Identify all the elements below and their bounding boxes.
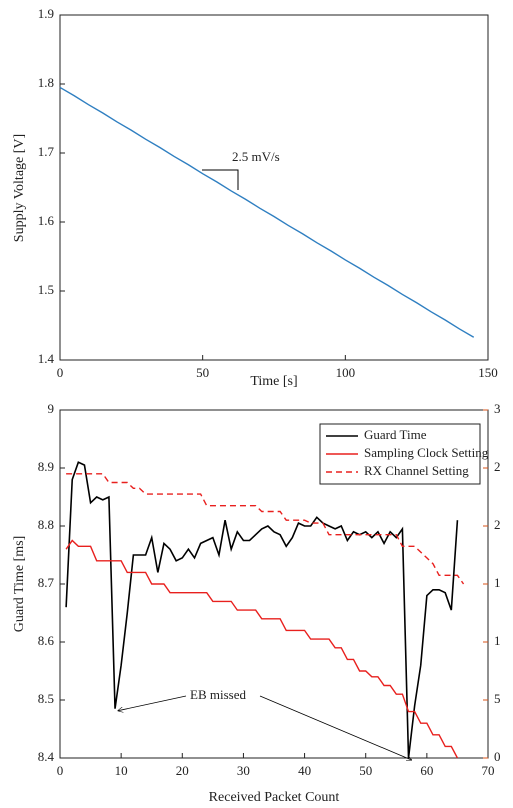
annotation: 2.5 mV/s bbox=[232, 149, 280, 164]
y-tick-label: 8.4 bbox=[38, 749, 55, 764]
x-tick-label: 70 bbox=[482, 763, 495, 778]
series-line bbox=[65, 539, 459, 759]
x-tick-label: 20 bbox=[176, 763, 189, 778]
annotation: EB missed bbox=[190, 687, 246, 702]
y2-tick-label: 1 bbox=[494, 575, 501, 590]
y-tick-label: 8.8 bbox=[38, 517, 54, 532]
series-line bbox=[66, 473, 465, 585]
plot-frame bbox=[59, 14, 489, 361]
y2-tick-label: 2 bbox=[494, 517, 501, 532]
x-axis-label: Received Packet Count bbox=[209, 790, 340, 805]
y2-tick-label: 0 bbox=[494, 749, 501, 764]
slope-marker bbox=[202, 169, 239, 190]
legend-label: Sampling Clock Setting bbox=[364, 445, 489, 460]
y-tick-label: 1.4 bbox=[38, 351, 55, 366]
y-tick-label: 8.5 bbox=[38, 691, 54, 706]
y2-tick-label: 1 bbox=[494, 633, 501, 648]
y-tick-label: 1.5 bbox=[38, 282, 54, 297]
x-tick-label: 100 bbox=[336, 365, 356, 380]
series-line bbox=[59, 86, 475, 338]
series-line bbox=[65, 461, 459, 759]
x-tick-label: 0 bbox=[57, 365, 64, 380]
y-tick-label: 1.7 bbox=[38, 144, 55, 159]
x-tick-label: 30 bbox=[237, 763, 250, 778]
x-tick-label: 60 bbox=[420, 763, 433, 778]
x-axis-label: Time [s] bbox=[250, 374, 297, 389]
x-tick-label: 0 bbox=[57, 763, 64, 778]
y2-tick-label: 2 bbox=[494, 459, 501, 474]
x-tick-label: 50 bbox=[196, 365, 209, 380]
y-tick-label: 1.8 bbox=[38, 75, 54, 90]
y-axis-label: Supply Voltage [V] bbox=[12, 134, 27, 242]
legend-label: RX Channel Setting bbox=[364, 463, 469, 478]
y2-tick-label: 3 bbox=[494, 401, 501, 416]
annotation-arrow bbox=[259, 695, 412, 760]
y-tick-label: 9 bbox=[48, 401, 55, 416]
y-axis-label: Guard Time [ms] bbox=[12, 536, 27, 632]
y-tick-label: 8.7 bbox=[38, 575, 55, 590]
x-tick-label: 50 bbox=[359, 763, 372, 778]
x-tick-label: 150 bbox=[478, 365, 498, 380]
x-tick-label: 40 bbox=[298, 763, 311, 778]
legend-label: Guard Time bbox=[364, 427, 427, 442]
y-tick-label: 1.9 bbox=[38, 6, 54, 21]
y-tick-label: 8.6 bbox=[38, 633, 55, 648]
y2-tick-label: 5 bbox=[494, 691, 501, 706]
y-tick-label: 1.6 bbox=[38, 213, 55, 228]
annotation-arrow bbox=[118, 695, 187, 711]
x-tick-label: 10 bbox=[115, 763, 128, 778]
y-tick-label: 8.9 bbox=[38, 459, 54, 474]
